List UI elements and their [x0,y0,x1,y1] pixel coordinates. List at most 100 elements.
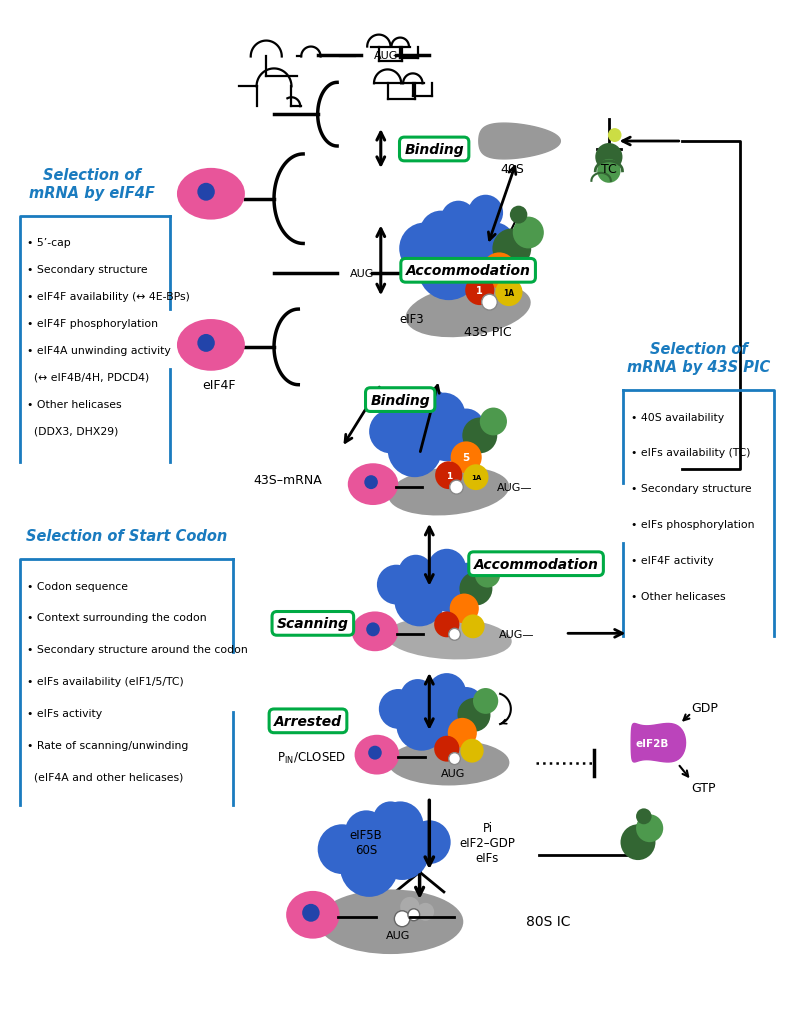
Text: 40S: 40S [500,163,524,176]
Text: AUG: AUG [386,929,410,940]
Circle shape [365,476,378,489]
Text: 5: 5 [495,266,503,276]
Circle shape [462,418,497,453]
Circle shape [302,904,320,922]
Text: (DDX3, DHX29): (DDX3, DHX29) [28,426,119,436]
Circle shape [375,824,429,880]
Circle shape [473,689,498,714]
Text: P$_\mathregular{IN}$/CLOSED: P$_\mathregular{IN}$/CLOSED [278,750,347,765]
Text: 43S PIC: 43S PIC [464,326,511,339]
Text: (↔ eIF4B/4H, PDCD4): (↔ eIF4B/4H, PDCD4) [28,372,150,382]
Circle shape [396,699,447,751]
Circle shape [428,674,466,713]
Circle shape [597,160,620,183]
Circle shape [398,555,433,591]
Circle shape [434,611,459,638]
Text: Arrested: Arrested [274,714,342,729]
Text: (eIF4A and other helicases): (eIF4A and other helicases) [28,771,184,782]
Circle shape [421,410,472,462]
Text: • Rate of scanning/unwinding: • Rate of scanning/unwinding [28,740,189,750]
Circle shape [513,217,544,250]
Text: Selection of
mRNA by eIF4F: Selection of mRNA by eIF4F [29,168,155,201]
Circle shape [400,680,436,715]
Ellipse shape [352,611,398,651]
Polygon shape [631,723,686,762]
Text: P$_\mathregular{OUT}$/OPEN: P$_\mathregular{OUT}$/OPEN [285,609,347,625]
Ellipse shape [177,169,245,220]
Polygon shape [479,124,560,160]
Circle shape [423,393,466,437]
Text: • Codon sequence: • Codon sequence [28,581,129,591]
Circle shape [379,689,417,729]
Text: TC: TC [601,163,617,176]
Text: • eIFs phosphorylation: • eIFs phosphorylation [631,520,755,530]
Text: eIF3: eIF3 [400,312,424,325]
Circle shape [391,400,429,440]
Text: • Context surrounding the codon: • Context surrounding the codon [28,612,207,623]
Text: 5: 5 [462,452,469,463]
Circle shape [459,572,492,606]
Text: • eIFs activity: • eIFs activity [28,708,103,718]
Circle shape [468,196,503,231]
Circle shape [463,465,488,490]
Circle shape [400,897,420,917]
Text: Pi
eIF2–GDP
eIFs: Pi eIF2–GDP eIFs [460,821,515,864]
Text: • Secondary structure: • Secondary structure [28,265,148,275]
Text: Scanning: Scanning [277,616,349,631]
Ellipse shape [388,740,510,786]
Circle shape [482,253,517,289]
Circle shape [377,802,424,849]
Circle shape [475,562,500,588]
Text: 1A: 1A [503,288,514,298]
Text: AUG: AUG [374,51,398,61]
Circle shape [466,276,495,306]
Circle shape [462,614,484,639]
Text: eIF4F: eIF4F [202,379,235,391]
Text: • eIF4F activity: • eIF4F activity [631,555,714,566]
Text: Binding: Binding [404,143,464,157]
Circle shape [450,594,479,624]
Circle shape [417,237,480,301]
Ellipse shape [388,468,509,516]
Circle shape [197,183,215,202]
Circle shape [449,688,484,723]
Text: Selection of Start Codon: Selection of Start Codon [26,528,227,543]
Text: eIF2B: eIF2B [636,738,669,748]
Text: eIF5B
60S: eIF5B 60S [350,828,383,856]
Circle shape [434,736,459,762]
Text: • Secondary structure around the codon: • Secondary structure around the codon [28,645,249,654]
Circle shape [368,746,382,760]
Text: 43S–mRNA: 43S–mRNA [254,473,323,486]
Circle shape [492,229,531,269]
Circle shape [399,223,450,275]
Circle shape [417,903,434,921]
Circle shape [636,814,664,843]
Circle shape [447,410,484,447]
Circle shape [387,422,442,478]
Text: GTP: GTP [691,782,716,794]
Ellipse shape [354,735,399,774]
Circle shape [449,629,460,641]
Circle shape [480,409,507,436]
Text: GDP: GDP [691,702,718,714]
Circle shape [482,294,497,311]
Ellipse shape [386,618,512,659]
Text: • eIFs availability (eIF1/5/TC): • eIFs availability (eIF1/5/TC) [28,677,185,687]
Text: AUG—: AUG— [499,630,535,640]
Circle shape [451,225,505,281]
Text: AUG—: AUG— [497,483,533,492]
Text: • eIF4A unwinding activity: • eIF4A unwinding activity [28,345,171,356]
Text: 80S IC: 80S IC [526,914,571,928]
Ellipse shape [318,890,463,954]
Circle shape [441,202,476,237]
Circle shape [460,739,484,763]
Circle shape [451,564,485,599]
Circle shape [450,206,496,253]
Text: • eIF4F phosphorylation: • eIF4F phosphorylation [28,319,159,329]
Ellipse shape [406,283,531,338]
Circle shape [345,810,387,854]
Circle shape [415,389,447,423]
Text: AUG: AUG [440,767,465,777]
Circle shape [340,838,398,897]
Circle shape [377,566,416,605]
